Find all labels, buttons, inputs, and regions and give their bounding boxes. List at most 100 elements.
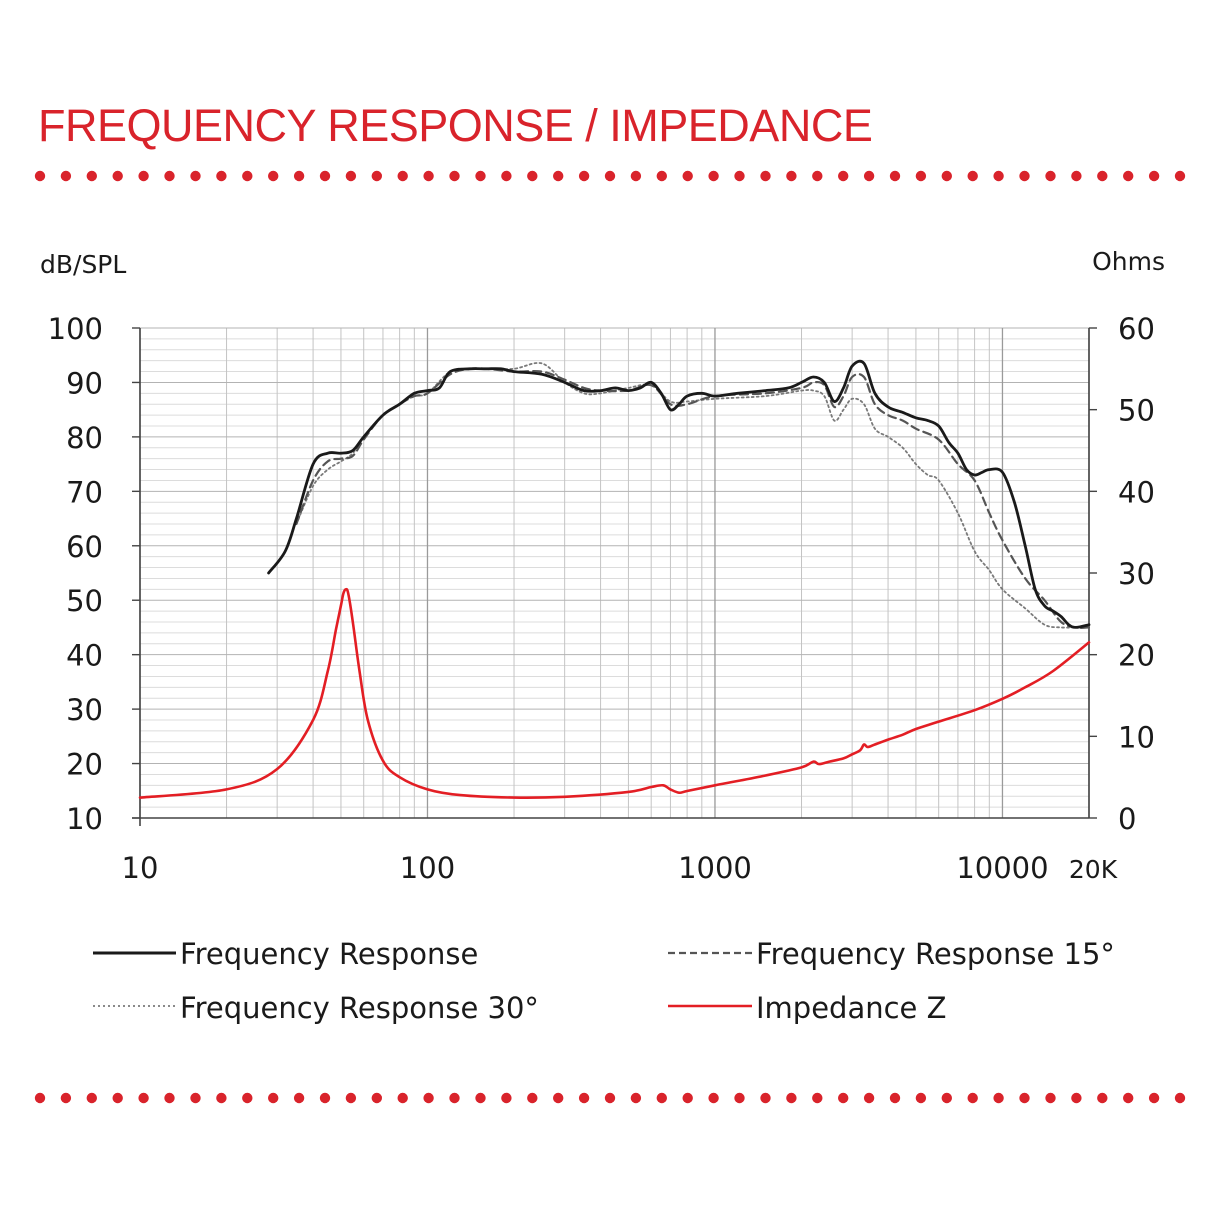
- y-left-tick-label: 20: [66, 748, 103, 782]
- divider-dot: [760, 170, 771, 182]
- divider-dot: [60, 170, 72, 182]
- divider-dot: [112, 1092, 123, 1104]
- divider-dot: [734, 170, 745, 182]
- divider-dot: [1045, 170, 1056, 182]
- y-left-tick-label: 10: [66, 802, 103, 836]
- legend-label: Impedance Z: [756, 991, 946, 1025]
- y-left-tick-label: 40: [66, 639, 103, 673]
- divider-dot: [397, 1092, 408, 1104]
- divider-dot: [86, 170, 97, 182]
- divider-dot: [345, 170, 357, 182]
- divider-dot: [501, 170, 512, 182]
- y-left-tick-label: 50: [66, 584, 103, 618]
- y-axis-right-label: Ohms: [1092, 247, 1165, 276]
- legend-label: Frequency Response: [180, 937, 478, 971]
- series-impedance: [138, 587, 1091, 800]
- divider-dot: [138, 1092, 149, 1104]
- chart-title: FREQUENCY RESPONSE / IMPEDANCE: [38, 100, 873, 151]
- divider-dot: [1019, 170, 1030, 182]
- divider-dot: [941, 170, 952, 182]
- divider-dot: [604, 1092, 616, 1104]
- divider-dot: [293, 1092, 305, 1104]
- x-tick-label: 100: [400, 851, 455, 885]
- divider-dot: [838, 170, 849, 182]
- divider-dot: [812, 170, 823, 182]
- y-left-tick-label: 70: [66, 475, 103, 509]
- grid-major: [132, 327, 1090, 826]
- divider-dot: [475, 1092, 486, 1104]
- divider-dot: [242, 170, 253, 182]
- divider-dot: [1071, 1092, 1082, 1104]
- divider-dot: [656, 1092, 667, 1104]
- divider-dot: [889, 1092, 901, 1104]
- divider-dot: [708, 1092, 719, 1104]
- divider-dot: [941, 1092, 952, 1104]
- y-right-tick-label: 30: [1118, 557, 1155, 591]
- legend-item-frequency-response-15: Frequency Response 15°: [668, 937, 1115, 971]
- divider-dot: [967, 1092, 978, 1104]
- y-right-tick-label: 40: [1118, 475, 1155, 509]
- divider-dot: [268, 1092, 279, 1104]
- divider-dot: [1174, 170, 1186, 182]
- y-left-tick-label: 60: [66, 530, 103, 564]
- legend-item-frequency-response: Frequency Response: [93, 937, 478, 971]
- divider-dot: [1071, 170, 1082, 182]
- divider-dot: [578, 1092, 590, 1104]
- divider-dot: [1097, 170, 1108, 182]
- divider-dot: [578, 170, 590, 182]
- top-dotted-divider: [34, 170, 1186, 182]
- y-axis-left-label: dB/SPL: [40, 250, 126, 279]
- divider-dot: [190, 1092, 201, 1104]
- divider-dot: [915, 1092, 927, 1104]
- y-right-tick-label: 10: [1118, 720, 1155, 754]
- divider-dot: [527, 170, 538, 182]
- legend-label: Frequency Response 30°: [180, 991, 539, 1025]
- series-layer: [138, 359, 1091, 800]
- grid-minor: [140, 328, 1090, 818]
- divider-dot: [501, 1092, 512, 1104]
- x-tick-label: 10: [122, 851, 159, 885]
- divider-dot: [397, 170, 408, 182]
- divider-dot: [630, 1092, 642, 1104]
- divider-dot: [863, 170, 875, 182]
- divider-dot: [863, 1092, 875, 1104]
- divider-dot: [604, 170, 616, 182]
- divider-dot: [319, 1092, 331, 1104]
- divider-dot: [164, 1092, 175, 1104]
- divider-dot: [1019, 1092, 1030, 1104]
- legend: Frequency Response Frequency Response 15…: [93, 937, 1115, 1025]
- divider-dot: [293, 170, 305, 182]
- divider-dot: [190, 170, 201, 182]
- legend-label: Frequency Response 15°: [756, 937, 1115, 971]
- divider-dot: [242, 1092, 253, 1104]
- divider-dot: [216, 170, 227, 182]
- divider-dot: [527, 1092, 538, 1104]
- x-tick-label: 1000: [678, 851, 752, 885]
- divider-dot: [708, 170, 719, 182]
- divider-dot: [734, 1092, 745, 1104]
- divider-dot: [319, 170, 331, 182]
- y-right-tick-label: 60: [1118, 312, 1155, 346]
- divider-dot: [889, 170, 901, 182]
- divider-dot: [423, 1092, 434, 1104]
- divider-dot: [1097, 1092, 1108, 1104]
- y-right-tick-label: 50: [1118, 394, 1155, 428]
- bottom-dotted-divider: [34, 1092, 1186, 1104]
- legend-item-impedance: Impedance Z: [668, 991, 946, 1025]
- divider-dot: [1174, 1092, 1186, 1104]
- divider-dot: [345, 1092, 357, 1104]
- divider-dot: [656, 170, 667, 182]
- divider-dot: [475, 170, 486, 182]
- x-tick-label: 10000: [956, 851, 1048, 885]
- y-axis-right-ticks: 0 10 20 30 40 50 60: [1089, 312, 1155, 836]
- y-left-tick-label: 100: [48, 312, 103, 346]
- divider-dot: [1045, 1092, 1056, 1104]
- divider-dot: [1123, 170, 1134, 182]
- divider-dot: [449, 1092, 460, 1104]
- divider-dot: [34, 170, 46, 182]
- divider-dot: [34, 1092, 46, 1104]
- divider-dot: [1148, 170, 1160, 182]
- divider-dot: [993, 170, 1004, 182]
- y-axis-left-ticks: 10 20 30 40 50 60 70 80 90 100: [48, 312, 140, 836]
